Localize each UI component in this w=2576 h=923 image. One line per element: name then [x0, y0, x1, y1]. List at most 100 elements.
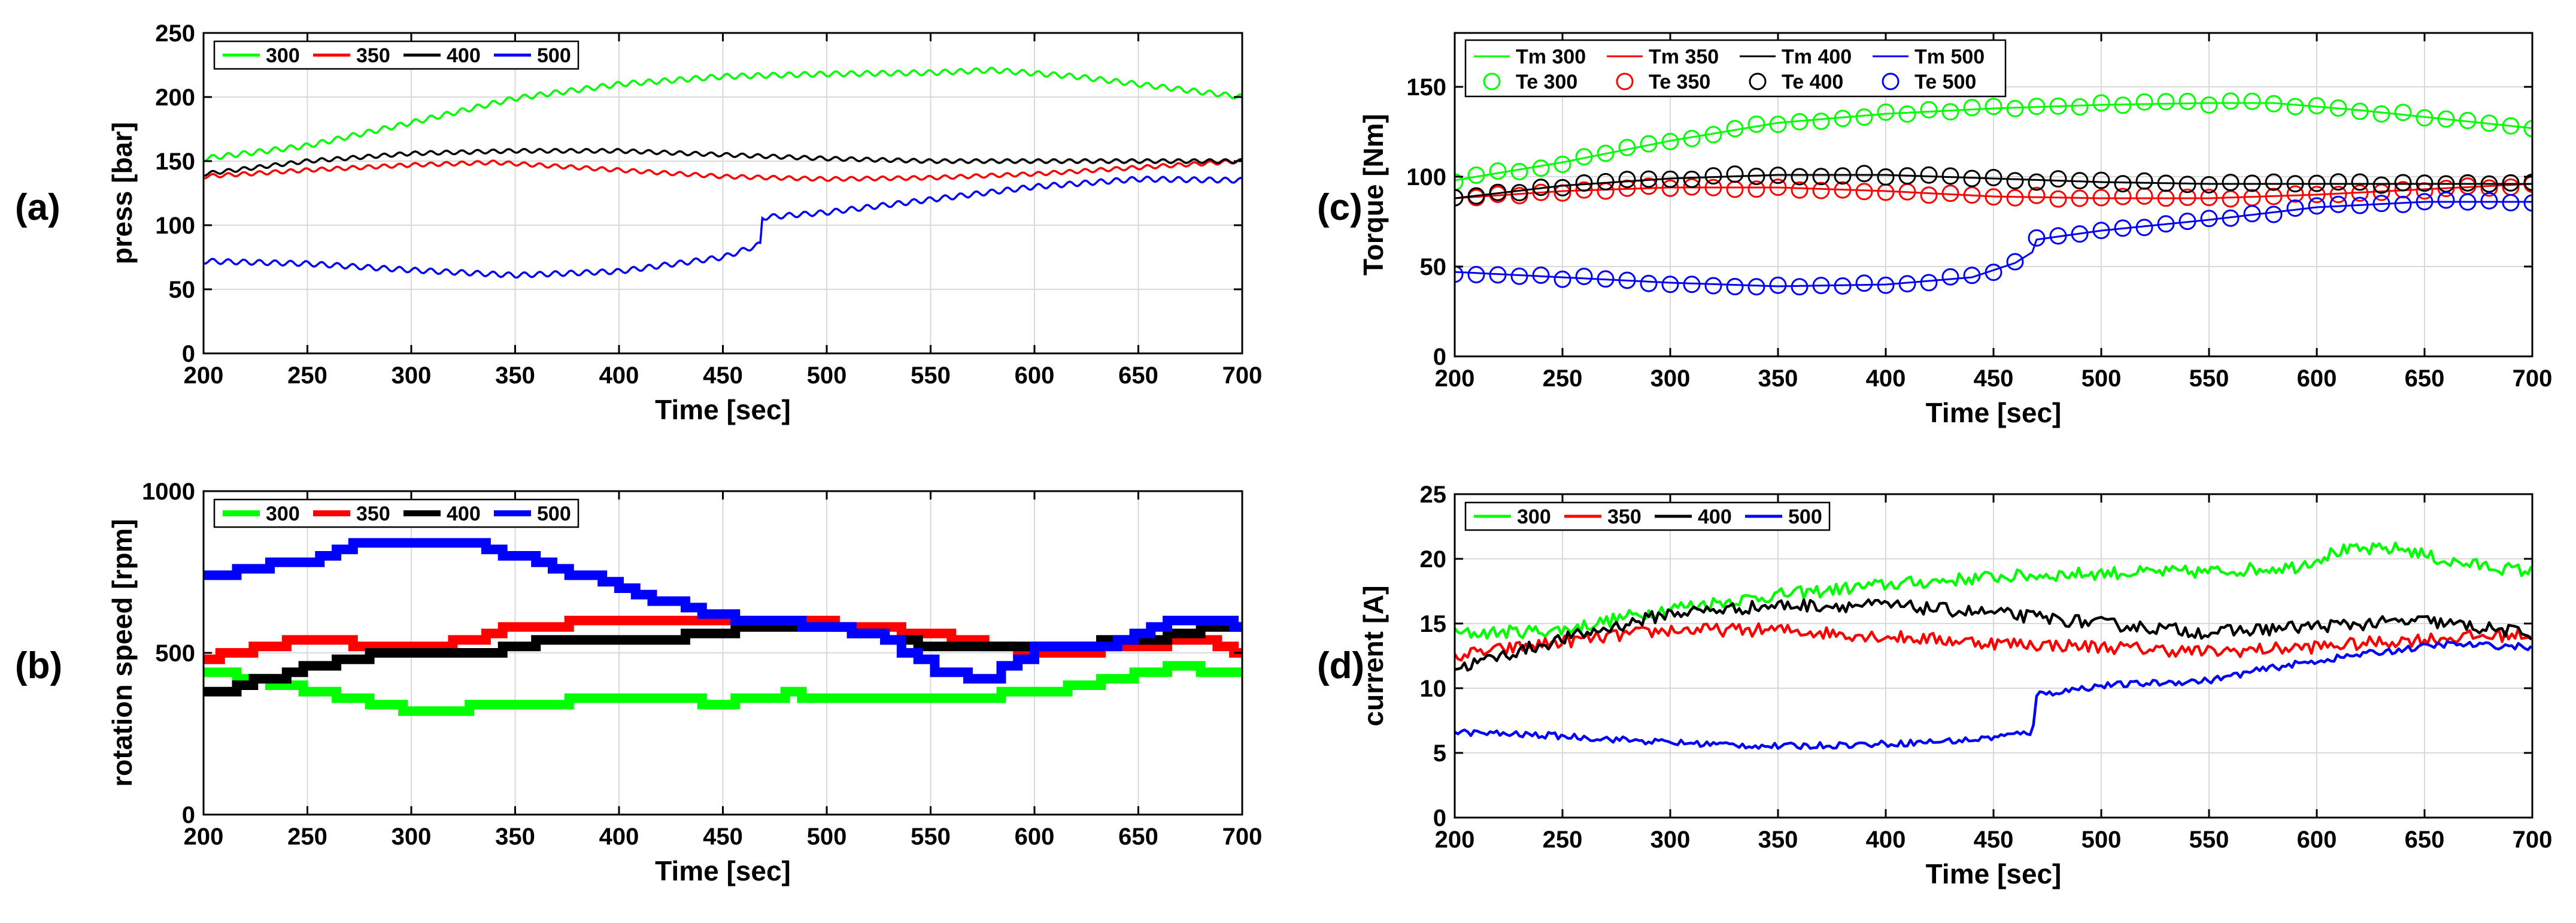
marker-te-300: [2459, 111, 2477, 129]
x-tick-label: 550: [2189, 827, 2229, 853]
panel-d: 200 250 300 350 400 450 500 550 600 650 700 0 5 10 15 2…: [1317, 482, 2552, 889]
legend-label: 300: [266, 503, 300, 525]
marker-te-500: [1941, 268, 1959, 286]
legend-label: Tm 350: [1649, 46, 1719, 68]
marker-te-500: [1704, 277, 1722, 295]
marker-te-300: [1554, 155, 1571, 173]
marker-te-400: [2286, 175, 2304, 193]
x-axis-label: Time [sec]: [1926, 397, 2062, 428]
marker-te-300: [2502, 117, 2520, 135]
marker-te-300: [1661, 132, 1679, 150]
series-line-400: [204, 147, 1242, 177]
marker-te-500: [2071, 225, 2089, 243]
x-tick-label: 600: [1015, 824, 1055, 850]
marker-te-400: [2480, 175, 2498, 193]
x-tick-label: 400: [599, 362, 639, 389]
marker-te-400: [1920, 166, 1938, 184]
marker-te-500: [1489, 266, 1507, 284]
marker-te-500: [1532, 267, 1550, 284]
x-axis-label: Time [sec]: [655, 855, 791, 886]
marker-te-400: [1791, 168, 1809, 186]
marker-te-300: [1575, 148, 1593, 166]
x-axis-label: Time [sec]: [655, 394, 791, 425]
x-tick-label: 500: [807, 362, 847, 389]
marker-te-400: [2200, 176, 2218, 193]
legend: 300 350 400 500: [213, 40, 579, 70]
legend-label: 300: [1517, 506, 1551, 528]
marker-te-300: [1618, 138, 1636, 156]
marker-te-300: [2351, 102, 2369, 120]
x-tick-label: 550: [911, 362, 951, 389]
marker-te-350: [2308, 186, 2326, 204]
legend-label: Te 400: [1782, 71, 1843, 93]
y-tick-label: 20: [1420, 546, 1447, 573]
marker-te-400: [1618, 171, 1636, 189]
x-tick-label: 400: [1866, 365, 1906, 392]
marker-te-300: [1855, 108, 1873, 126]
panel-label: (b): [15, 645, 62, 686]
x-tick-label: 500: [2082, 365, 2122, 392]
marker-te-400: [1963, 170, 1981, 187]
marker-te-300: [1467, 167, 1485, 184]
y-tick-label: 0: [182, 802, 195, 828]
x-tick-label: 600: [1015, 362, 1055, 389]
marker-te-500: [1855, 274, 1873, 292]
marker-te-350: [1532, 183, 1550, 201]
legend: Tm 300 Te 300 Tm 350 Te 350 Tm 400 Te 400 Tm 5…: [1464, 39, 2007, 98]
x-tick-label: 600: [2297, 827, 2337, 853]
x-tick-label: 650: [1118, 824, 1158, 850]
marker-te-500: [2351, 196, 2369, 214]
marker-te-300: [2092, 94, 2110, 112]
marker-te-300: [2157, 93, 2175, 111]
marker-te-400: [2459, 174, 2477, 192]
y-axis-label: press [bar]: [107, 122, 138, 265]
marker-te-300: [1640, 135, 1658, 153]
x-tick-label: 450: [1974, 365, 2014, 392]
marker-te-500: [2006, 253, 2024, 271]
marker-te-500: [1618, 271, 1636, 289]
marker-te-400: [1532, 178, 1550, 196]
marker-te-500: [2286, 199, 2304, 217]
marker-te-350: [2480, 179, 2498, 197]
series-line-500: [1455, 640, 2532, 750]
marker-te-300: [2006, 99, 2024, 117]
series-line-350: [1455, 622, 2532, 662]
x-tick-label: 300: [1650, 365, 1691, 392]
marker-te-300: [2243, 92, 2261, 110]
marker-te-500: [2114, 219, 2132, 237]
y-tick-label: 100: [155, 213, 195, 239]
panel-label: (d): [1317, 645, 1364, 686]
marker-te-500: [1455, 265, 1464, 283]
marker-te-400: [1877, 168, 1895, 186]
marker-te-500: [2437, 191, 2455, 209]
marker-te-300: [1941, 103, 1959, 121]
marker-te-400: [2265, 173, 2283, 191]
x-tick-label: 250: [287, 824, 327, 850]
marker-te-500: [1963, 267, 1981, 285]
marker-te-400: [1597, 173, 1615, 190]
marker-te-350: [2071, 189, 2089, 207]
x-tick-label: 200: [184, 824, 224, 850]
marker-te-500: [1812, 277, 1830, 295]
marker-te-500: [2502, 193, 2520, 211]
x-tick-label: 450: [703, 824, 743, 850]
marker-te-500: [2523, 194, 2532, 212]
marker-te-400: [2006, 172, 2024, 190]
series-line-500: [204, 538, 1242, 684]
marker-te-500: [1834, 277, 1852, 295]
marker-te-500: [1597, 270, 1615, 288]
x-tick-label: 700: [2513, 827, 2553, 853]
marker-te-500: [1877, 276, 1895, 294]
x-tick-label: 600: [2297, 365, 2337, 392]
legend-label: Tm 400: [1782, 46, 1852, 68]
marker-te-350: [2286, 185, 2304, 203]
marker-te-300: [1877, 103, 1895, 121]
marker-te-500: [2459, 193, 2477, 211]
marker-te-350: [2329, 186, 2347, 204]
x-tick-label: 300: [392, 362, 432, 389]
marker-te-350: [1704, 178, 1722, 196]
marker-te-300: [2135, 93, 2153, 111]
marker-te-350: [2006, 189, 2024, 207]
marker-te-500: [2222, 209, 2240, 227]
marker-te-400: [2243, 174, 2261, 192]
